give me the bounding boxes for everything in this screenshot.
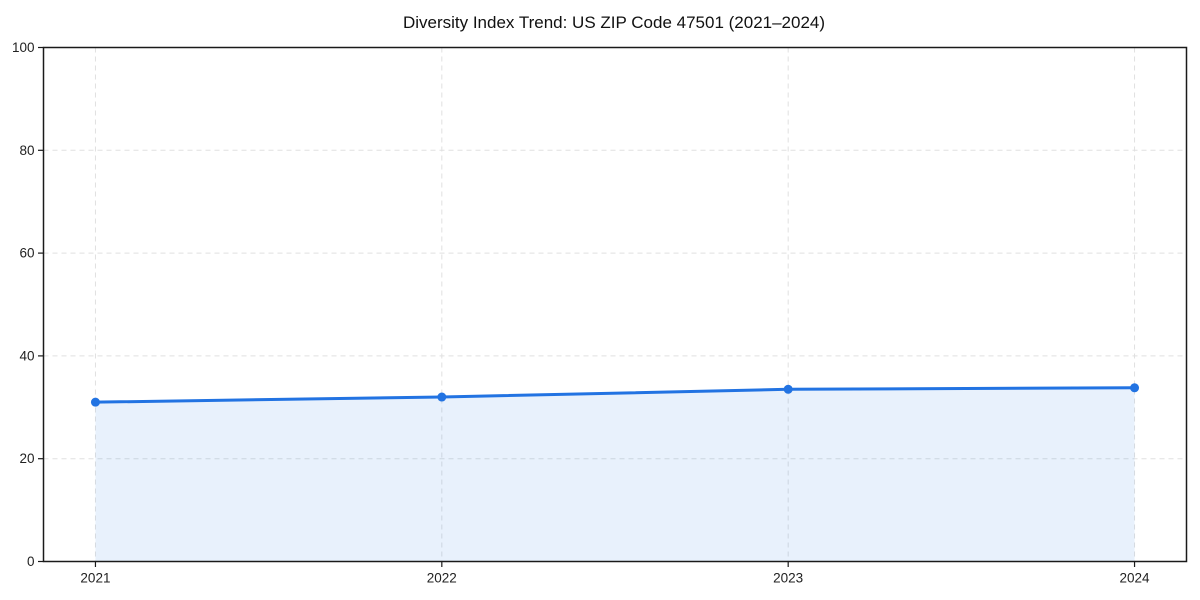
x-tick-label: 2023 [773, 571, 803, 586]
x-tick-label: 2021 [80, 571, 110, 586]
trend-line [93, 386, 1137, 404]
y-tick-label: 80 [19, 143, 34, 158]
y-tick-label: 0 [27, 554, 35, 569]
plot-area: 0 20 40 60 80 100 2021 2022 2023 2024 [12, 40, 1188, 586]
y-tick-label: 40 [19, 348, 34, 363]
x-tick-label: 2024 [1120, 571, 1151, 586]
data-point-2021 [90, 397, 100, 407]
chart-title: Diversity Index Trend: US ZIP Code 47501… [403, 13, 825, 32]
area-fill [95, 387, 1135, 562]
y-tick-label: 20 [19, 451, 34, 466]
y-tick-label: 100 [12, 40, 35, 55]
data-point-2022 [437, 392, 447, 402]
y-tick-label: 60 [19, 246, 34, 261]
plot-border [42, 46, 1188, 563]
x-tick-label: 2022 [427, 571, 457, 586]
data-point-2024 [1130, 383, 1140, 393]
data-point-2023 [783, 384, 793, 394]
